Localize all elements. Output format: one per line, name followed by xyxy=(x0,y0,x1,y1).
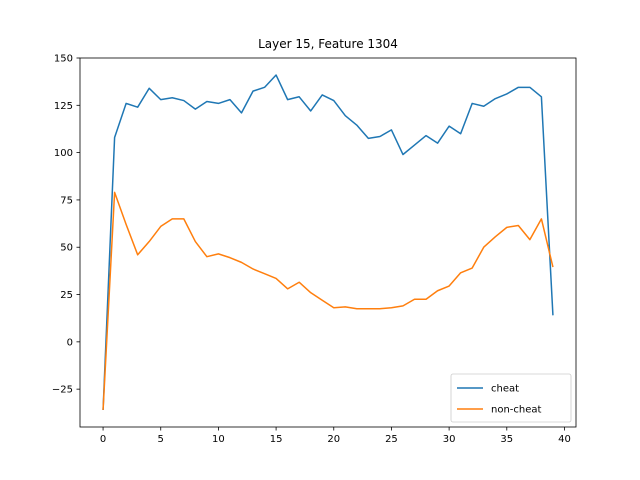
y-tick-label: 50 xyxy=(60,243,73,254)
x-tick-label: 5 xyxy=(158,434,164,445)
x-tick-label: 10 xyxy=(212,434,225,445)
y-axis: −25 0 25 50 75 100 125 150 xyxy=(52,54,80,396)
y-tick-label: 100 xyxy=(54,148,73,159)
y-tick-label: 25 xyxy=(60,290,73,301)
x-tick-label: 30 xyxy=(443,434,456,445)
x-tick-label: 25 xyxy=(385,434,398,445)
legend-label-cheat: cheat xyxy=(491,384,519,395)
y-tick-label: 125 xyxy=(54,101,73,112)
series-layer xyxy=(102,74,554,411)
x-tick-label: 15 xyxy=(270,434,283,445)
series-line-cheat xyxy=(102,74,554,411)
y-tick-label: 150 xyxy=(54,54,73,65)
x-axis: 0 5 10 15 20 25 30 35 40 xyxy=(100,427,571,445)
legend-label-non-cheat: non-cheat xyxy=(491,405,542,416)
x-tick-label: 20 xyxy=(327,434,340,445)
y-tick-label: −25 xyxy=(52,385,73,396)
plot-area-frame xyxy=(79,57,577,428)
x-tick-label: 35 xyxy=(500,434,513,445)
legend: cheat non-cheat xyxy=(450,373,572,423)
chart-title: Layer 15, Feature 1304 xyxy=(258,37,398,51)
series-line-non-cheat xyxy=(102,191,554,411)
y-tick-label: 0 xyxy=(67,337,73,348)
y-tick-label: 75 xyxy=(60,195,73,206)
x-tick-label: 40 xyxy=(558,434,571,445)
legend-box xyxy=(450,373,572,423)
x-tick-label: 0 xyxy=(100,434,106,445)
